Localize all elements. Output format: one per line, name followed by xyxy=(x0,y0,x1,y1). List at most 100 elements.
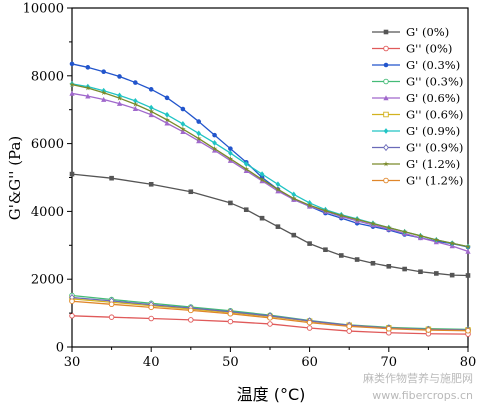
y-tick-label: 10000 xyxy=(23,2,64,17)
legend-label: G' (0.3%) xyxy=(406,58,460,72)
legend: G' (0%) G'' (0%) G' (0.3%) G'' (0.3%) G' (0.… xyxy=(372,25,463,188)
data-point xyxy=(69,298,75,304)
legend-label: G'' (0%) xyxy=(406,42,452,56)
data-point xyxy=(354,216,360,222)
series-8 xyxy=(69,81,471,250)
x-tick-label: 50 xyxy=(222,355,239,370)
data-point xyxy=(306,319,313,326)
series-line xyxy=(71,92,469,253)
data-point xyxy=(370,220,376,227)
data-point xyxy=(306,202,313,208)
data-point xyxy=(188,307,194,314)
data-point xyxy=(275,188,281,194)
series-line xyxy=(71,173,469,277)
series-7 xyxy=(69,293,471,334)
data-point xyxy=(346,323,352,330)
data-point xyxy=(164,116,170,123)
data-point xyxy=(306,325,313,331)
series-0 xyxy=(69,171,471,278)
data-point xyxy=(180,126,186,132)
y-tick-label: 2000 xyxy=(31,273,64,288)
legend-item: G'' (0.3%) xyxy=(372,75,463,89)
data-point xyxy=(188,317,194,323)
data-point xyxy=(346,328,352,334)
data-point xyxy=(180,121,186,127)
y-tick-label: 4000 xyxy=(31,205,64,220)
legend-swatch-marker xyxy=(383,29,389,35)
data-point xyxy=(148,304,154,311)
data-point xyxy=(275,224,281,229)
data-point xyxy=(267,321,273,327)
data-point xyxy=(116,95,123,101)
legend-item: G' (1.2%) xyxy=(372,157,460,171)
legend-label: G'' (0.6%) xyxy=(406,108,463,122)
y-tick-label: 8000 xyxy=(31,69,64,84)
data-point xyxy=(259,176,265,182)
x-tick-label: 40 xyxy=(143,355,160,370)
legend-swatch-marker xyxy=(383,62,389,68)
data-point xyxy=(227,311,234,317)
axes-layer: 30 40 50 60 70 80 0 2000 4000 6000 8000 10000 xyxy=(23,2,477,371)
data-point xyxy=(307,241,312,246)
legend-swatch-marker xyxy=(383,95,389,101)
legend-swatch-marker xyxy=(383,111,389,118)
data-point xyxy=(322,207,329,214)
data-point xyxy=(212,140,217,146)
x-axis-label: 温度 (°C) xyxy=(237,385,306,404)
series-layer xyxy=(69,61,471,337)
data-point xyxy=(116,100,123,106)
series-line xyxy=(71,63,469,248)
data-point xyxy=(85,65,91,70)
legend-swatch-marker xyxy=(383,45,389,52)
legend-item: G'' (1.2%) xyxy=(372,174,463,188)
data-point xyxy=(196,138,202,144)
x-tick-label: 80 xyxy=(460,355,477,370)
legend-item: G' (0.6%) xyxy=(372,91,460,105)
y-axis-label: G'&G'' (Pa) xyxy=(6,136,24,221)
data-point xyxy=(100,89,107,96)
data-point xyxy=(195,135,202,141)
data-point xyxy=(338,212,345,218)
data-point xyxy=(465,243,471,250)
data-point xyxy=(148,87,154,92)
x-tick-label: 60 xyxy=(301,355,318,370)
legend-label: G' (1.2%) xyxy=(406,157,460,171)
legend-label: G' (0%) xyxy=(406,25,449,39)
data-point xyxy=(148,315,154,322)
data-point xyxy=(69,61,75,67)
series-9 xyxy=(69,298,471,334)
data-point xyxy=(69,81,75,88)
data-point xyxy=(386,325,392,332)
data-point xyxy=(212,132,217,138)
data-point xyxy=(243,207,249,213)
data-point xyxy=(227,155,234,162)
data-point xyxy=(108,314,115,320)
data-point xyxy=(290,195,297,201)
data-point xyxy=(228,200,233,206)
y-tick-label: 0 xyxy=(56,341,64,356)
legend-item: G'' (0.9%) xyxy=(372,141,463,155)
data-point xyxy=(133,80,138,85)
data-point xyxy=(465,327,471,334)
data-point xyxy=(259,215,265,221)
data-point xyxy=(196,119,202,124)
data-point xyxy=(69,313,75,319)
data-point xyxy=(417,232,424,239)
data-point xyxy=(148,111,154,118)
data-point xyxy=(228,146,233,151)
legend-item: G' (0%) xyxy=(372,25,449,39)
data-point xyxy=(84,85,91,91)
legend-item: G' (0.3%) xyxy=(372,58,460,72)
data-point xyxy=(227,157,233,163)
data-point xyxy=(259,178,265,184)
legend-item: G' (0.9%) xyxy=(372,124,460,138)
data-point xyxy=(433,236,440,243)
data-point xyxy=(434,271,439,276)
x-tick-label: 30 xyxy=(64,355,81,370)
data-point xyxy=(402,266,407,272)
data-point xyxy=(196,130,202,137)
legend-swatch-marker xyxy=(383,128,389,134)
data-point xyxy=(385,224,392,231)
data-point xyxy=(109,175,114,181)
